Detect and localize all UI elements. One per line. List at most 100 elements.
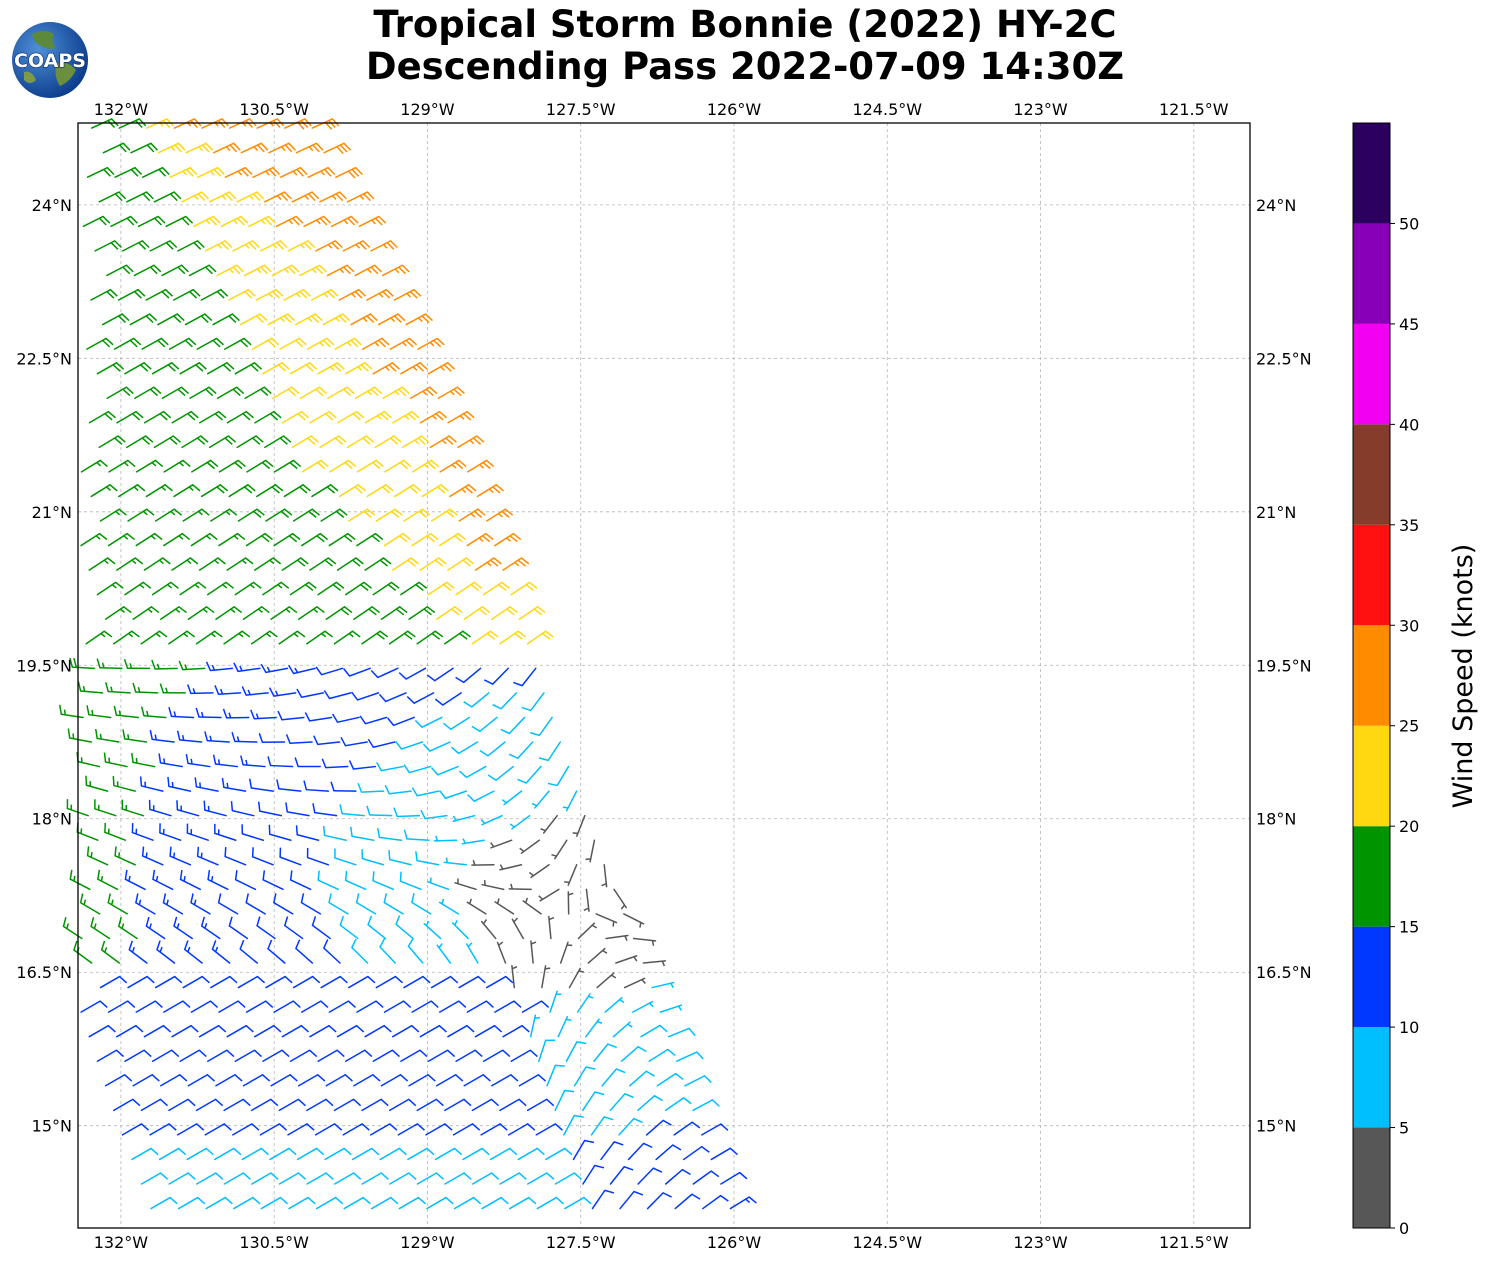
wind-barb: [651, 981, 675, 989]
wind-barb: [315, 1196, 344, 1210]
wind-barb: [96, 581, 124, 596]
wind-barb: [343, 1196, 371, 1210]
wind-barb: [108, 459, 136, 473]
wind-barb: [151, 659, 178, 670]
wind-barb: [194, 777, 219, 792]
wind-barb: [96, 362, 125, 375]
wind-barb: [90, 484, 118, 498]
colorbar-tick-label: 10: [1399, 1018, 1419, 1037]
wind-barb: [129, 313, 158, 326]
wind-barb: [620, 1045, 647, 1062]
wind-barb: [245, 1000, 274, 1013]
wind-barb: [149, 729, 175, 743]
wind-barb: [159, 823, 182, 841]
wind-barb: [106, 386, 134, 399]
wind-barb: [382, 386, 410, 399]
wind-barb: [435, 606, 463, 620]
wind-barb: [246, 459, 274, 473]
wind-barb: [502, 1024, 530, 1038]
wind-barb: [374, 435, 402, 449]
wind-barb: [207, 870, 229, 891]
wind-barb: [167, 776, 192, 792]
wind-barb: [322, 313, 351, 326]
wind-barb: [640, 1024, 668, 1038]
lat-tick-label-right: 16.5°N: [1256, 963, 1312, 982]
wind-barb: [572, 1139, 595, 1161]
wind-barb: [348, 508, 376, 522]
wind-barb: [430, 508, 458, 522]
wind-barb: [366, 805, 393, 817]
wind-barb: [684, 1075, 712, 1087]
wind-barb: [353, 606, 381, 620]
wind-barb: [593, 1043, 617, 1062]
wind-barb: [241, 1147, 269, 1161]
wind-barb: [480, 1123, 508, 1136]
wind-barb: [233, 662, 261, 673]
wind-barb: [186, 684, 214, 695]
wind-barb: [228, 916, 249, 940]
wind-barb: [508, 741, 534, 759]
wind-barb: [392, 410, 420, 424]
wind-barb: [326, 264, 355, 277]
wind-barb: [122, 729, 148, 743]
wind-barb: [367, 738, 396, 749]
wind-barb: [107, 532, 136, 547]
wind-barb: [149, 240, 178, 252]
wind-barb: [518, 1074, 547, 1087]
wind-barb: [232, 240, 260, 252]
wind-barb: [289, 362, 318, 375]
wind-barb: [648, 1048, 676, 1062]
wind-barb: [674, 1193, 701, 1210]
wind-barb: [168, 630, 196, 645]
wind-barb: [659, 1004, 683, 1013]
wind-barb: [519, 839, 540, 854]
colorbar-bin: [1353, 1027, 1390, 1128]
wind-barb: [133, 264, 162, 277]
colorbar-tick-label: 50: [1399, 214, 1419, 233]
wind-barb: [596, 972, 617, 989]
wind-barb: [270, 1074, 298, 1087]
wind-barb: [216, 386, 245, 399]
wind-barb: [535, 1123, 563, 1136]
colorbar-tick-label: 35: [1399, 516, 1419, 535]
wind-barb: [179, 362, 207, 375]
wind-barb: [407, 1147, 435, 1161]
wind-barb: [545, 1147, 573, 1161]
wind-barb: [177, 240, 205, 252]
wind-barb: [268, 824, 292, 841]
wind-barb: [176, 800, 200, 817]
wind-barb: [383, 893, 404, 915]
wind-barb: [327, 386, 355, 399]
lat-tick-label-right: 15°N: [1256, 1117, 1296, 1136]
wind-barb: [323, 939, 341, 964]
wind-barb: [212, 754, 239, 768]
lat-tick-label-right: 18°N: [1256, 810, 1296, 829]
lon-tick-label-top: 121.5°W: [1159, 100, 1229, 119]
wind-barb: [419, 557, 447, 571]
wind-barb: [121, 799, 145, 817]
wind-barb: [124, 869, 146, 891]
wind-barb: [415, 851, 440, 866]
wind-barb: [221, 777, 247, 792]
wind-barb: [250, 709, 277, 720]
wind-barb: [213, 142, 241, 154]
wind-barb: [369, 1123, 398, 1136]
wind-barb: [595, 913, 618, 927]
wind-barb: [76, 822, 99, 841]
wind-barb: [476, 484, 504, 498]
wind-barb: [397, 1123, 425, 1136]
wind-barb: [295, 939, 314, 964]
wind-barb: [264, 435, 292, 449]
wind-barb: [288, 1196, 316, 1210]
wind-barb: [351, 1147, 380, 1161]
wind-barb: [334, 848, 357, 866]
wind-barb: [438, 898, 460, 915]
wind-barb: [372, 871, 395, 891]
wind-barb: [399, 871, 422, 891]
wind-barb: [106, 264, 134, 277]
wind-barb: [58, 704, 84, 719]
wind-barb: [315, 666, 344, 676]
wind-barb: [411, 459, 440, 473]
wind-barb: [300, 893, 322, 915]
wind-barb: [527, 1172, 555, 1185]
